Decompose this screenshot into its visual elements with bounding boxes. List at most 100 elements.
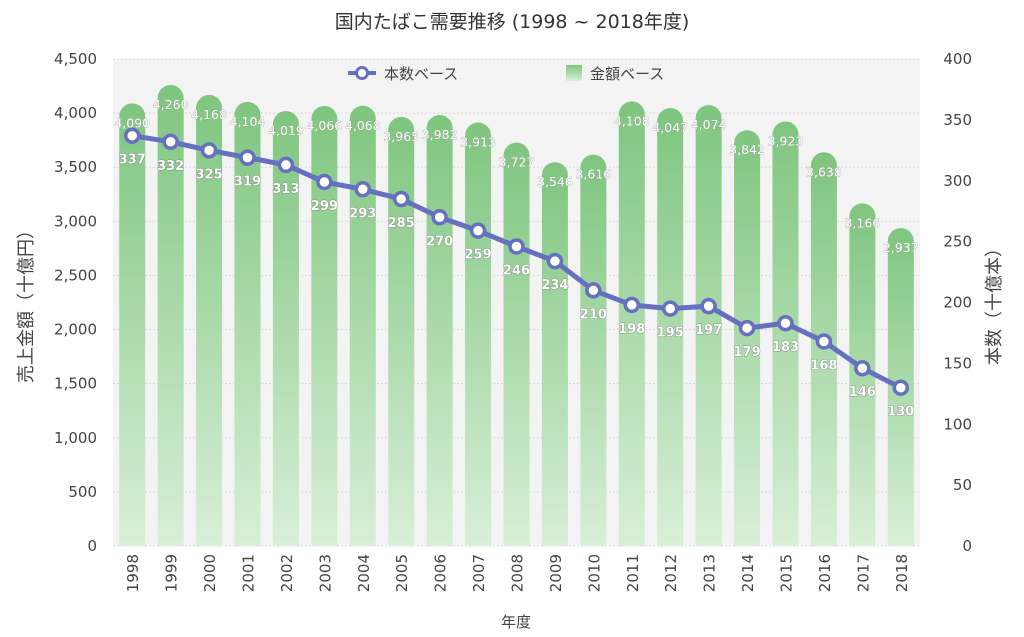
bar-value-label: 3,913	[460, 135, 496, 150]
x-tick-label: 2001	[240, 554, 258, 592]
bar-value-label: 4,090	[114, 115, 150, 130]
y-right-tick-label: 350	[943, 111, 972, 129]
bar-value-label: 3,546	[537, 174, 573, 189]
bar	[618, 101, 645, 547]
y-left-tick-label: 4,000	[54, 104, 97, 122]
y-axis-right-title: 本数（十億本）	[984, 239, 1005, 365]
chart-title: 国内たばこ需要推移 (1998 ~ 2018年度)	[335, 11, 690, 33]
bar	[157, 84, 184, 547]
bar	[580, 154, 607, 546]
bar-value-label: 4,108	[614, 113, 650, 128]
bar	[426, 115, 453, 547]
line-value-label: 319	[234, 175, 261, 190]
line-value-label: 198	[618, 322, 645, 337]
line-point	[354, 181, 372, 198]
x-tick-label: 2002	[278, 554, 296, 592]
x-tick-label: 2009	[547, 554, 565, 592]
x-tick-label: 2007	[470, 554, 488, 592]
line-value-label: 285	[388, 216, 415, 231]
line-value-label: 179	[734, 345, 761, 360]
bar-value-label: 4,074	[691, 117, 727, 132]
y-left-tick-label: 1,500	[54, 375, 97, 393]
bar-value-label: 4,047	[652, 120, 688, 135]
legend-bar-swatch	[566, 65, 582, 81]
line-point	[738, 319, 756, 337]
bar	[772, 121, 799, 546]
line-value-label: 293	[349, 206, 376, 221]
bar-value-label: 3,965	[383, 129, 419, 144]
bar-value-label: 4,066	[306, 118, 342, 133]
line-point	[469, 222, 487, 239]
bar	[119, 103, 146, 547]
x-tick-label: 1998	[124, 554, 142, 592]
legend-line-label: 本数ベース	[384, 65, 458, 83]
bar-value-label: 3,727	[499, 155, 535, 170]
bar-value-label: 3,982	[422, 127, 458, 142]
x-tick-label: 2005	[393, 554, 411, 592]
y-left-tick-label: 4,500	[54, 50, 97, 68]
bar	[196, 94, 223, 546]
y-left-tick-label: 2,500	[54, 266, 97, 284]
bar-value-label: 4,068	[345, 118, 381, 133]
x-tick-label: 2000	[201, 554, 219, 592]
bar	[734, 130, 761, 546]
line-point	[392, 190, 410, 208]
line-value-label: 325	[196, 167, 223, 182]
y-right-tick-label: 200	[943, 294, 972, 312]
line-point	[239, 149, 256, 166]
line-value-label: 246	[503, 263, 530, 278]
legend: 本数ベース 金額ベース	[348, 65, 664, 83]
line-point	[777, 314, 794, 332]
x-tick-label: 2015	[778, 554, 796, 592]
bar	[695, 105, 722, 547]
legend-line-point	[355, 66, 369, 80]
x-tick-label: 2003	[316, 554, 334, 592]
line-value-label: 183	[772, 340, 799, 355]
bar	[272, 111, 299, 547]
y-left-tick-label: 3,000	[54, 212, 97, 230]
line-point	[546, 252, 564, 270]
line-value-label: 299	[311, 199, 338, 214]
line-value-label: 168	[810, 358, 837, 373]
bar-value-label: 4,168	[191, 107, 227, 122]
x-tick-label: 2018	[893, 554, 911, 592]
line-value-label: 234	[541, 278, 568, 293]
bar-value-label: 4,260	[153, 97, 189, 112]
y-axis-left-title: 売上金額（十億円）	[16, 221, 37, 383]
line-value-label: 197	[695, 323, 722, 338]
line-point	[508, 238, 525, 255]
bar-value-label: 3,842	[729, 142, 765, 157]
x-tick-label: 2006	[432, 554, 450, 592]
y-left-tick-label: 500	[68, 483, 97, 501]
line-point	[854, 359, 871, 377]
line-point	[661, 300, 679, 317]
bar	[349, 105, 376, 546]
line-point	[162, 133, 179, 151]
line-point	[700, 297, 717, 315]
bar	[503, 142, 530, 546]
x-tick-label: 2014	[739, 554, 757, 592]
y-left-tick-label: 1,000	[54, 429, 97, 447]
bar-value-label: 4,019	[268, 123, 304, 138]
x-tick-label: 2013	[701, 554, 719, 592]
line-point	[200, 142, 218, 159]
line-point	[431, 209, 448, 226]
line-value-label: 259	[465, 248, 492, 263]
bar	[541, 162, 568, 546]
y-right-tick-label: 400	[943, 50, 972, 68]
bar-value-label: 3,923	[768, 133, 804, 148]
bar-value-label: 4,104	[230, 114, 266, 129]
line-value-label: 270	[426, 234, 453, 249]
y-right-tick-label: 0	[962, 537, 972, 555]
bar	[311, 105, 338, 547]
bar	[657, 108, 684, 547]
line-point	[316, 173, 333, 191]
line-point	[585, 282, 602, 299]
legend-bar-label: 金額ベース	[590, 65, 664, 83]
x-tick-label: 1999	[163, 554, 181, 592]
line-point	[277, 156, 295, 174]
line-value-label: 332	[157, 159, 184, 174]
x-tick-label: 2016	[816, 554, 834, 592]
y-left-tick-label: 3,500	[54, 158, 97, 176]
